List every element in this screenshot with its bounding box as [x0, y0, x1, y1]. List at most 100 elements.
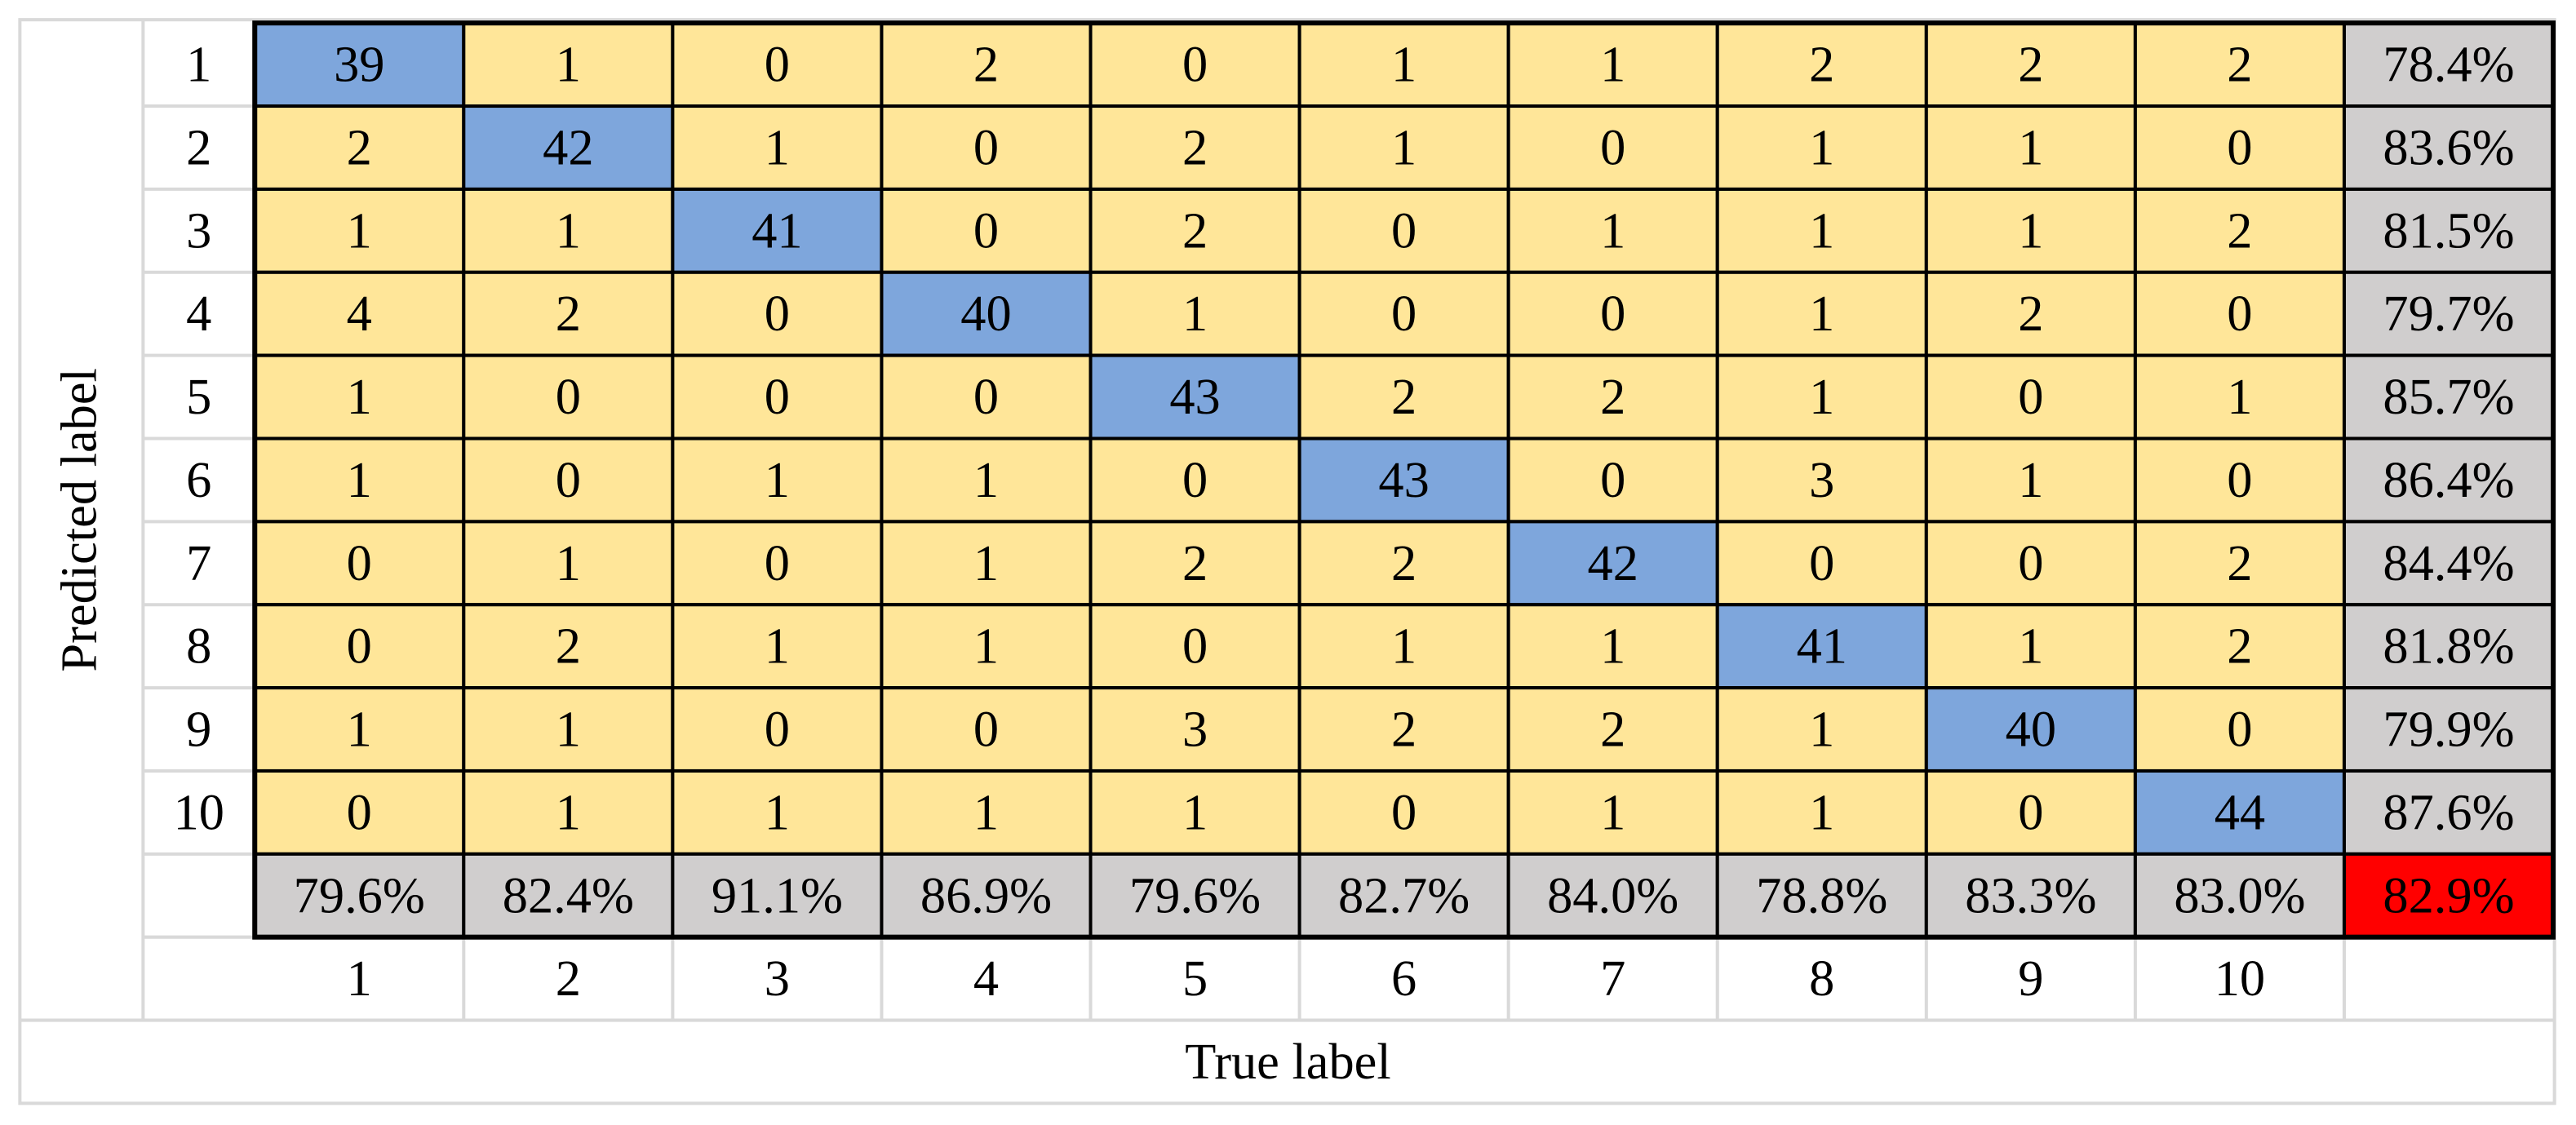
cell-value: 0	[1182, 452, 1208, 508]
cell-value: 1	[1182, 784, 1208, 840]
cell-value: 2	[1391, 369, 1417, 425]
cell-value: 1	[2018, 452, 2043, 508]
cell-value: 0	[1391, 784, 1417, 840]
cell	[462, 520, 675, 607]
row-accuracy: 83.6%	[2383, 119, 2514, 175]
cell-value: 1	[1809, 202, 1834, 259]
cell-value: 0	[765, 286, 790, 342]
diagonal-cell	[1715, 603, 1928, 690]
cell	[1924, 520, 2137, 607]
row-label: 5	[186, 369, 211, 425]
row-accuracy: 85.7%	[2383, 369, 2514, 425]
cell	[462, 768, 675, 856]
col-label: 9	[2018, 950, 2043, 1007]
cell-value: 0	[2018, 369, 2043, 425]
col-label: 2	[556, 950, 581, 1007]
col-accuracy: 83.0%	[2174, 867, 2305, 923]
cell	[1506, 187, 1719, 274]
cell	[2133, 603, 2346, 690]
cell-value: 0	[2227, 702, 2252, 758]
row-accuracy: 81.5%	[2383, 202, 2514, 259]
cell-value: 0	[556, 369, 581, 425]
cell-value: 0	[973, 119, 999, 175]
cell	[1297, 520, 1510, 607]
cell-value: 2	[1182, 202, 1208, 259]
cell-value: 2	[2227, 618, 2252, 675]
diagonal-cell	[1088, 353, 1301, 441]
row-label: 10	[174, 784, 224, 840]
cell-value: 1	[765, 119, 790, 175]
cell	[1715, 520, 1928, 607]
col-label: 7	[1600, 950, 1625, 1007]
cell-value: 2	[1600, 702, 1625, 758]
cell-value: 1	[347, 202, 372, 259]
cell-value: 1	[1600, 784, 1625, 840]
diagonal-cell	[1924, 686, 2137, 773]
cell	[1715, 768, 1928, 856]
cell-value: 1	[1809, 702, 1834, 758]
cell	[1088, 436, 1301, 524]
cell-value: 0	[2227, 119, 2252, 175]
row-accuracy: 79.7%	[2383, 286, 2514, 342]
cell	[880, 353, 1093, 441]
cell-value: 3	[1182, 702, 1208, 758]
cell-value: 0	[973, 202, 999, 259]
cell-value: 2	[1391, 702, 1417, 758]
col-label: 10	[2215, 950, 2265, 1007]
cell-value: 0	[2227, 286, 2252, 342]
cell-value: 0	[347, 784, 372, 840]
cell-value: 0	[556, 452, 581, 508]
overall-accuracy-cell	[2342, 852, 2556, 939]
col-accuracy-cell	[1506, 852, 1719, 939]
cell-value: 0	[1600, 286, 1625, 342]
cell-value: 1	[765, 618, 790, 675]
cell	[1506, 603, 1719, 690]
cell-value: 1	[1391, 119, 1417, 175]
cell-value: 42	[1588, 535, 1638, 591]
cell-value: 1	[1809, 286, 1834, 342]
cell-value: 0	[347, 535, 372, 591]
cell-value: 1	[556, 535, 581, 591]
col-accuracy-cell	[253, 852, 466, 939]
row-accuracy: 86.4%	[2383, 452, 2514, 508]
col-accuracy: 78.8%	[1756, 867, 1887, 923]
row-accuracy-cell	[2342, 520, 2556, 607]
row-label: 9	[186, 702, 211, 758]
cell-value: 1	[1391, 37, 1417, 93]
cell	[1088, 270, 1301, 357]
cell	[1297, 21, 1510, 109]
row-label: 3	[186, 202, 211, 259]
cell-value: 41	[752, 202, 802, 259]
cell	[671, 353, 884, 441]
col-label: 5	[1182, 950, 1208, 1007]
cell	[1088, 104, 1301, 191]
cell-value: 2	[973, 37, 999, 93]
cell	[671, 436, 884, 524]
cell	[253, 270, 466, 357]
cell-value: 0	[765, 37, 790, 93]
cell-value: 1	[973, 535, 999, 591]
row-accuracy-cell	[2342, 187, 2556, 274]
cell-value: 0	[973, 369, 999, 425]
cell	[880, 187, 1093, 274]
cell-value: 2	[2227, 202, 2252, 259]
cell-value: 1	[2018, 119, 2043, 175]
row-accuracy-cell	[2342, 353, 2556, 441]
cell-value: 2	[1600, 369, 1625, 425]
cell-value: 43	[1169, 369, 1220, 425]
cell-value: 2	[556, 618, 581, 675]
cell-value: 0	[1182, 618, 1208, 675]
cell	[1297, 768, 1510, 856]
cell-value: 1	[1809, 784, 1834, 840]
cell-value: 1	[347, 452, 372, 508]
cell-value: 2	[2227, 535, 2252, 591]
cell-value: 2	[1182, 535, 1208, 591]
cell-value: 1	[1391, 618, 1417, 675]
cell	[1506, 270, 1719, 357]
cell-value: 1	[765, 452, 790, 508]
cell-value: 2	[2018, 286, 2043, 342]
cell-value: 4	[347, 286, 372, 342]
col-label: 4	[973, 950, 999, 1007]
cell-value: 2	[1809, 37, 1834, 93]
